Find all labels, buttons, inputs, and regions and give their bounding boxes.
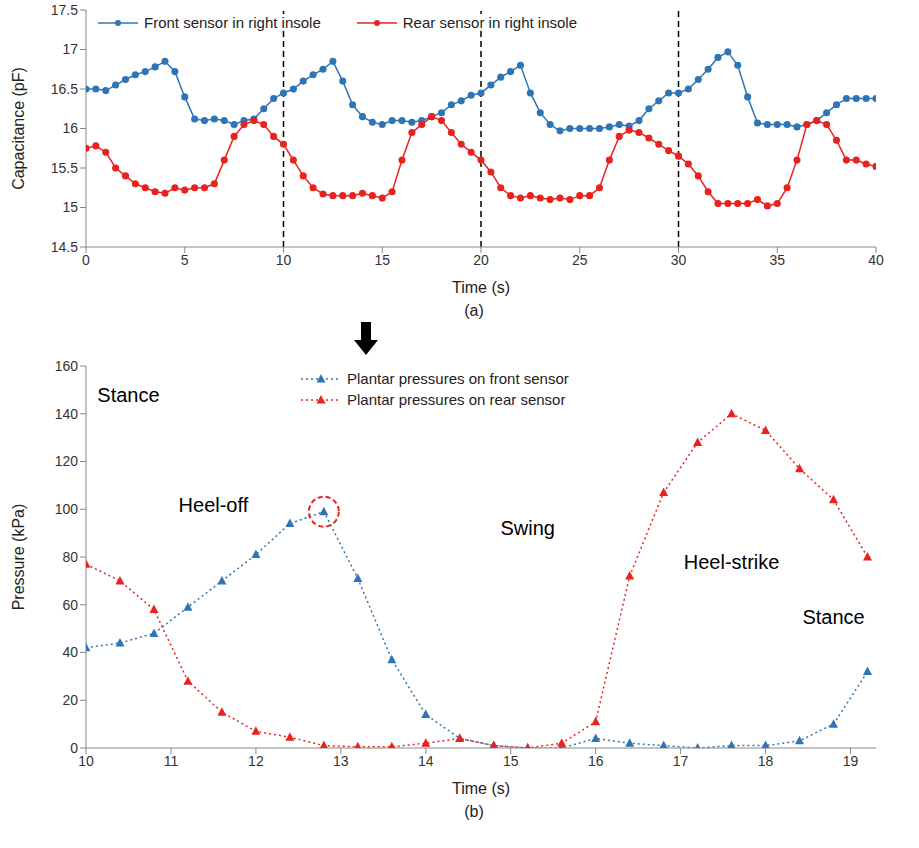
svg-text:19: 19 xyxy=(843,753,859,769)
svg-text:16: 16 xyxy=(62,120,78,136)
svg-text:Heel-off: Heel-off xyxy=(179,494,249,516)
svg-text:0: 0 xyxy=(82,252,90,268)
svg-text:60: 60 xyxy=(62,597,78,613)
svg-text:40: 40 xyxy=(62,644,78,660)
html-text:Plantar pressures on front sen: Plantar pressures on front sensor xyxy=(347,370,569,387)
svg-text:Pressure (kPa): Pressure (kPa) xyxy=(10,504,27,611)
svg-text:Time (s): Time (s) xyxy=(452,780,510,797)
svg-text:13: 13 xyxy=(333,753,349,769)
svg-text:25: 25 xyxy=(572,252,588,268)
html-text:Plantar pressures on rear sens: Plantar pressures on rear sensor xyxy=(347,391,566,408)
html-text:(a): (a) xyxy=(464,302,484,319)
svg-text:160: 160 xyxy=(55,358,79,374)
svg-text:Capacitance (pF): Capacitance (pF) xyxy=(10,67,27,190)
svg-text:14: 14 xyxy=(418,753,434,769)
svg-text:Stance: Stance xyxy=(802,606,864,628)
svg-text:15: 15 xyxy=(503,753,519,769)
svg-text:20: 20 xyxy=(473,252,489,268)
svg-text:10: 10 xyxy=(78,753,94,769)
svg-text:17: 17 xyxy=(673,753,689,769)
svg-text:15: 15 xyxy=(62,199,78,215)
html-text:Rear sensor in right insole: Rear sensor in right insole xyxy=(402,14,577,31)
svg-text:Time (s): Time (s) xyxy=(452,279,510,296)
svg-text:11: 11 xyxy=(164,753,179,769)
svg-text:80: 80 xyxy=(62,549,78,565)
svg-text:120: 120 xyxy=(55,453,79,469)
svg-text:17: 17 xyxy=(62,41,78,57)
svg-text:Heel-strike: Heel-strike xyxy=(684,551,780,573)
svg-text:35: 35 xyxy=(769,252,785,268)
html-text:Front sensor in right insole: Front sensor in right insole xyxy=(144,14,321,31)
svg-text:5: 5 xyxy=(181,252,189,268)
svg-text:16: 16 xyxy=(588,753,604,769)
svg-text:Stance: Stance xyxy=(97,384,159,406)
svg-text:17.5: 17.5 xyxy=(51,2,78,18)
svg-text:100: 100 xyxy=(55,501,79,517)
svg-text:12: 12 xyxy=(248,753,264,769)
svg-text:18: 18 xyxy=(758,753,774,769)
svg-text:15.5: 15.5 xyxy=(51,160,78,176)
svg-text:30: 30 xyxy=(671,252,687,268)
svg-text:20: 20 xyxy=(62,692,78,708)
svg-text:0: 0 xyxy=(70,740,78,756)
html-text:(b): (b) xyxy=(464,803,484,820)
svg-text:14.5: 14.5 xyxy=(51,239,78,255)
svg-text:40: 40 xyxy=(868,252,884,268)
svg-text:10: 10 xyxy=(276,252,292,268)
svg-text:15: 15 xyxy=(374,252,390,268)
svg-text:140: 140 xyxy=(55,406,79,422)
svg-text:Swing: Swing xyxy=(500,517,554,539)
svg-text:16.5: 16.5 xyxy=(51,81,78,97)
